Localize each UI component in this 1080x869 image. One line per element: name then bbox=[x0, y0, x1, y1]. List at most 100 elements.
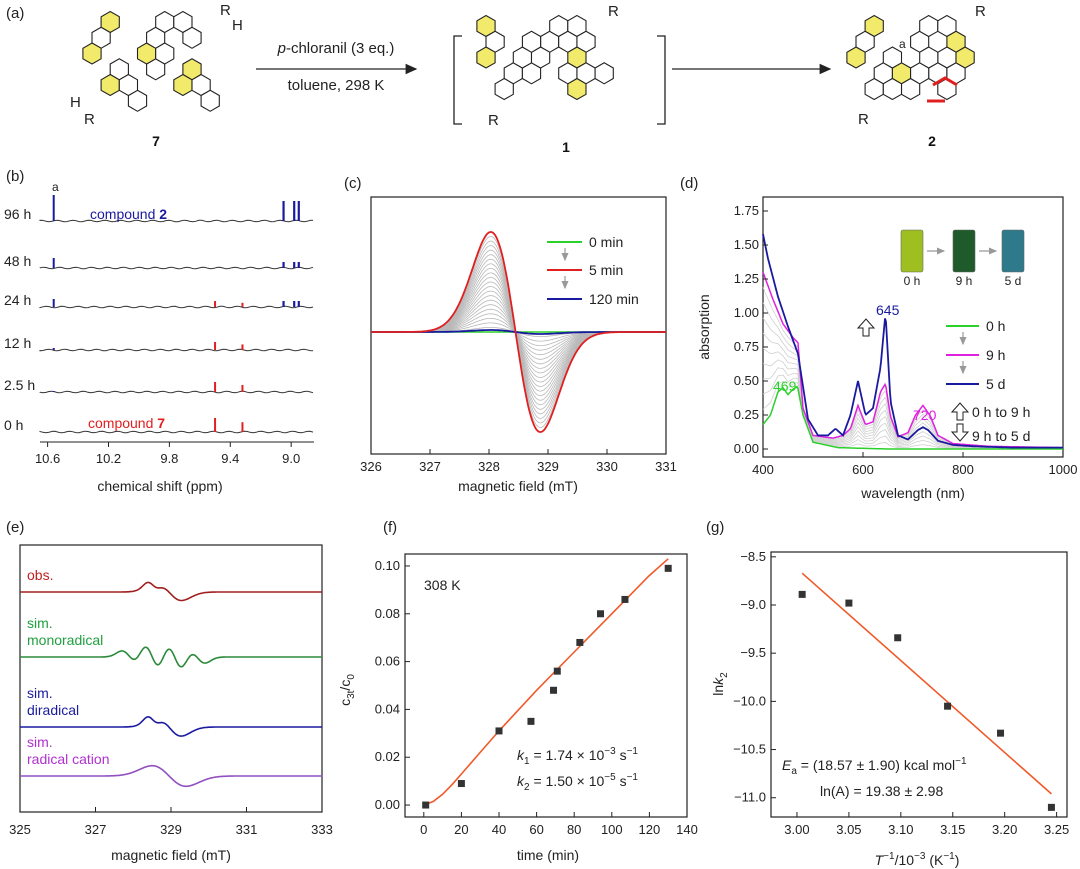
data-point bbox=[997, 729, 1005, 737]
left-bracket bbox=[453, 35, 462, 125]
site-a-label: a bbox=[899, 37, 906, 51]
data-point bbox=[576, 638, 584, 646]
benzene-ring bbox=[118, 73, 139, 97]
k1-annotation: k1 = 1.74 × 10−3 s−1 bbox=[517, 746, 638, 767]
panel-f-y-tick-label: 0.10 bbox=[375, 558, 400, 573]
nmr-x-tick-label: 9.4 bbox=[221, 451, 239, 466]
sim-radical-cation-label: sim. radical cation bbox=[27, 734, 110, 767]
nmr-time-label: 24 h bbox=[4, 292, 31, 308]
ea-annotation: Ea = (18.57 ± 1.90) kcal mol−1 bbox=[782, 756, 967, 777]
vial-label: 9 h bbox=[956, 274, 973, 288]
compound-7-label: 7 bbox=[152, 133, 160, 149]
sim-diradical-label: sim. diradical bbox=[27, 685, 79, 718]
panel-g-x-tick-label: 3.00 bbox=[784, 822, 809, 837]
benzene-ring bbox=[200, 89, 220, 112]
panel-f-x-tick-label: 20 bbox=[454, 822, 468, 837]
compound-1-label: 1 bbox=[562, 139, 570, 155]
up-arrow-icon bbox=[950, 402, 970, 421]
panel-g-y-tick-label: −11.0 bbox=[734, 790, 766, 805]
panel-d-y-tick-label: 1.50 bbox=[734, 237, 759, 252]
data-point bbox=[553, 667, 561, 675]
panel-label-c: (c) bbox=[344, 175, 362, 192]
panel-e: (e) 325 327 329 331 333 obs. sim. monoradical… bbox=[6, 519, 333, 863]
nmr-time-label: 2.5 h bbox=[4, 377, 35, 393]
benzene-ring bbox=[558, 62, 578, 85]
benzene-ring bbox=[882, 46, 903, 69]
panel-c-frame bbox=[370, 196, 667, 455]
panel-c-x-tick-label: 328 bbox=[478, 459, 500, 474]
legend-label: 120 min bbox=[589, 291, 639, 307]
panel-e-x-tick-label: 327 bbox=[85, 822, 107, 837]
panel-f-x-label: time (min) bbox=[517, 847, 579, 863]
epr-sim-trace bbox=[20, 715, 322, 737]
panel-g-y-tick-label: −9.0 bbox=[740, 597, 766, 612]
panel-g-frame bbox=[770, 551, 1068, 818]
benzene-ring bbox=[155, 10, 175, 34]
nmr-peak-a-label: a bbox=[52, 180, 59, 194]
panel-f-x-tick-label: 60 bbox=[529, 822, 543, 837]
substituent-r-7a: R bbox=[220, 2, 231, 19]
benzene-ring bbox=[182, 26, 202, 49]
nmr-spectrum-trace bbox=[39, 430, 314, 434]
panel-label-e: (e) bbox=[6, 519, 24, 536]
benzene-ring bbox=[82, 42, 102, 65]
benzene-ring bbox=[955, 46, 975, 69]
panel-f-x-tick-label: 100 bbox=[601, 822, 623, 837]
data-point bbox=[457, 780, 465, 788]
panel-c-x-tick-label: 330 bbox=[596, 459, 618, 474]
k2-annotation: k2 = 1.50 × 10−5 s−1 bbox=[517, 772, 638, 793]
panel-f-x-tick-label: 0 bbox=[420, 822, 427, 837]
legend-label: 9 h bbox=[986, 347, 1005, 363]
panel-g-y-label: lnk2 bbox=[710, 672, 730, 696]
panel-d-y-tick-label: 1.75 bbox=[734, 203, 759, 218]
substituent-r-2b: R bbox=[858, 111, 869, 128]
nmr-time-label: 0 h bbox=[4, 417, 23, 433]
epr-sim-trace bbox=[20, 581, 322, 602]
data-point bbox=[944, 702, 952, 710]
legend-label-9h-to-5d: 9 h to 5 d bbox=[972, 428, 1030, 444]
panel-d-y-label: absorption bbox=[696, 294, 712, 359]
legend-label: 0 h bbox=[986, 318, 1005, 334]
nmr-x-tick-label: 10.2 bbox=[96, 451, 121, 466]
nmr-spectrum-trace bbox=[39, 348, 314, 352]
nmr-time-label: 48 h bbox=[4, 253, 31, 269]
epr-sim-trace bbox=[20, 646, 322, 668]
sim-monoradical-label: sim. monoradical bbox=[27, 615, 103, 648]
data-point bbox=[422, 801, 430, 809]
panel-g-y-tick-label: −10.0 bbox=[733, 693, 766, 708]
panel-g-x-tick-label: 3.25 bbox=[1044, 822, 1069, 837]
up-arrow-icon bbox=[856, 318, 876, 337]
nmr-x-tick-label: 9.8 bbox=[160, 451, 178, 466]
panel-f-x-tick-label: 120 bbox=[639, 822, 661, 837]
obs-label: obs. bbox=[27, 567, 53, 583]
data-point bbox=[1047, 803, 1055, 811]
panel-label-g: (g) bbox=[706, 519, 724, 536]
panel-e-x-tick-label: 325 bbox=[9, 822, 31, 837]
substituent-r-2a: R bbox=[975, 3, 986, 20]
data-point bbox=[845, 599, 853, 607]
panel-d: (d) 400 600 800 1000 0.00 0.25 0.50 0.75 1.00 1.2… bbox=[680, 175, 1077, 501]
panel-d-y-tick-label: 0.50 bbox=[734, 373, 759, 388]
legend-label: 5 min bbox=[589, 262, 623, 278]
molecule-2-structure bbox=[846, 14, 975, 103]
panel-d-x-tick-label: 400 bbox=[752, 462, 774, 477]
new-bond-highlight bbox=[927, 76, 958, 103]
panel-d-y-tick-label: 0.00 bbox=[734, 441, 759, 456]
panel-label-a: (a) bbox=[6, 5, 24, 22]
panel-g-x-tick-label: 3.20 bbox=[992, 822, 1017, 837]
panel-f-y-tick-label: 0.08 bbox=[375, 606, 400, 621]
nmr-x-axis-label: chemical shift (ppm) bbox=[97, 478, 222, 494]
panel-g-x-tick-label: 3.10 bbox=[888, 822, 913, 837]
panel-f-y-tick-label: 0.00 bbox=[375, 797, 400, 812]
substituent-r-7b: R bbox=[84, 111, 95, 128]
panel-d-y-tick-label: 1.00 bbox=[734, 305, 759, 320]
panel-f-x-tick-label: 80 bbox=[567, 822, 581, 837]
panel-f-x-tick-label: 140 bbox=[676, 822, 698, 837]
panel-d-frame bbox=[762, 196, 1064, 458]
panel-f-x-tick-label: 40 bbox=[492, 822, 506, 837]
panel-c-x-tick-label: 331 bbox=[655, 459, 677, 474]
legend-label-0h-to-9h: 0 h to 9 h bbox=[972, 404, 1030, 420]
substituent-h-7a: H bbox=[232, 17, 243, 34]
uvvis-trace-0-h bbox=[762, 385, 1063, 450]
lnA-annotation: ln(A) = 19.38 ± 2.98 bbox=[820, 783, 943, 799]
